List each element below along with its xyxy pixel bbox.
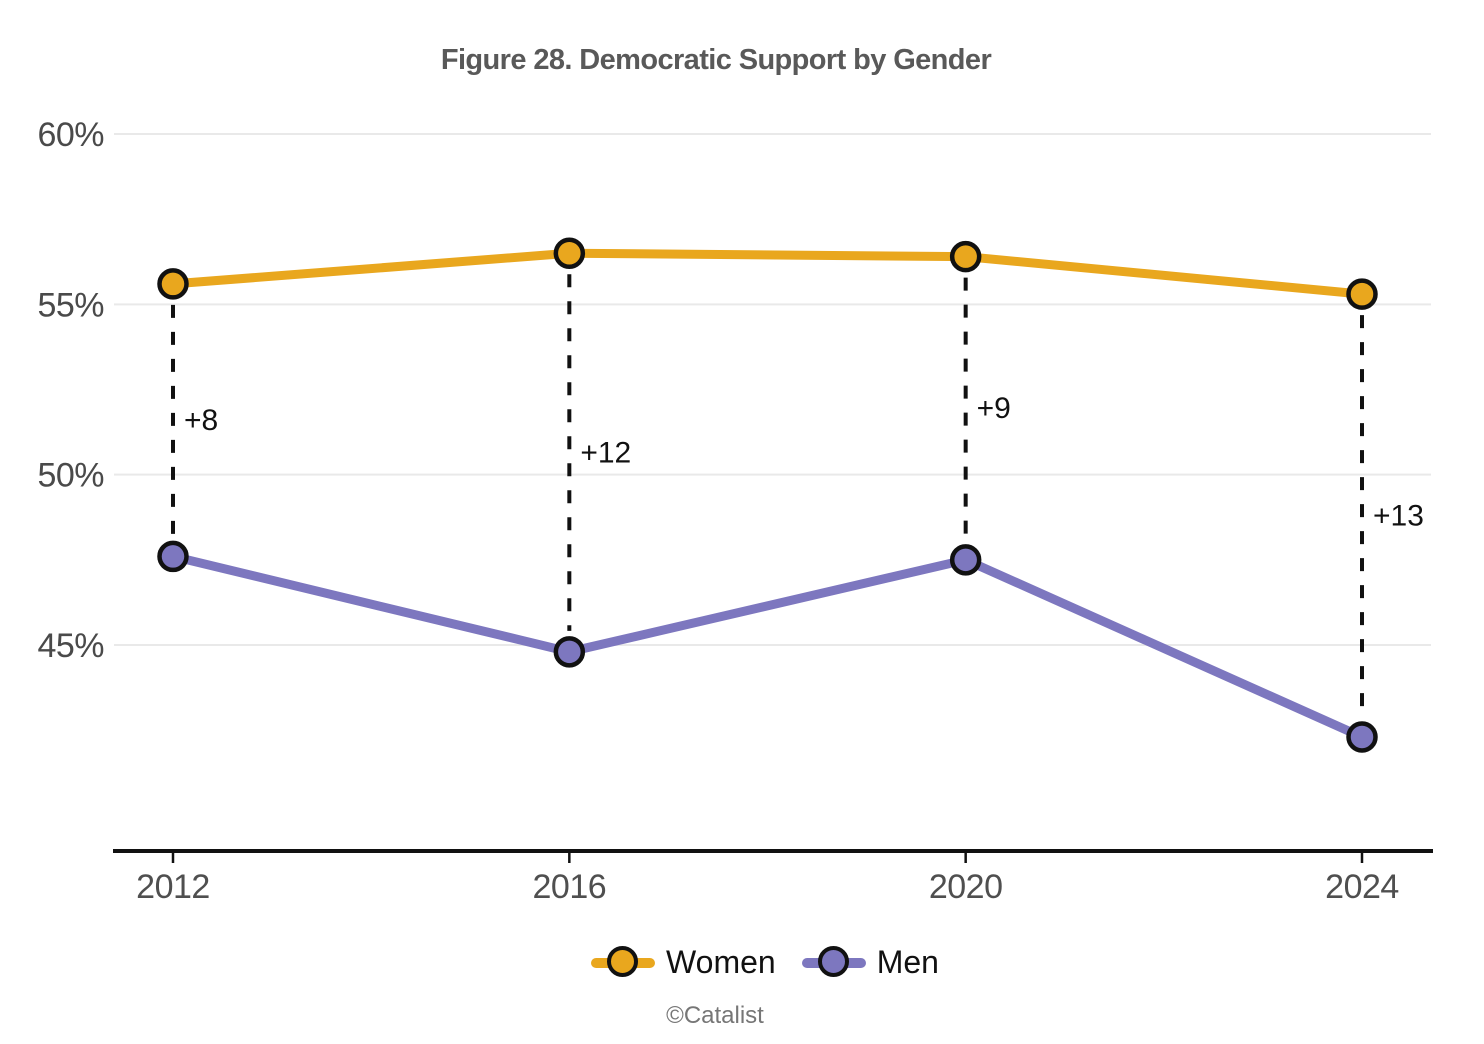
legend-label-men: Men [876, 944, 939, 980]
y-tick-label: 50% [37, 457, 104, 495]
gap-label-2020: +9 [977, 392, 1011, 425]
series-line-women [168, 248, 1367, 299]
copyright-note: ©Catalist [666, 1002, 764, 1029]
gap-label-2024: +13 [1373, 500, 1424, 533]
gap-label-2016: +12 [580, 437, 631, 470]
women-series-marker-icon [591, 946, 656, 979]
gap-label-2012: +8 [184, 404, 218, 437]
point-men-2012 [157, 540, 189, 573]
x-tick-label: 2012 [136, 868, 210, 906]
x-tick-label: 2020 [929, 868, 1003, 906]
men-series-marker-icon [801, 946, 866, 979]
women-dot-swatch [607, 946, 639, 977]
point-men-2020 [949, 544, 982, 576]
chart-legend: Women Men [23, 946, 1484, 979]
point-men-2024 [1346, 721, 1378, 753]
y-tick-label: 55% [37, 286, 104, 324]
point-men-2016 [553, 636, 586, 668]
x-tick-label: 2016 [533, 868, 607, 906]
y-tick-label: 45% [37, 627, 104, 665]
point-women-2012 [157, 268, 189, 300]
legend-item-women: Women [591, 946, 776, 979]
x-tick-label: 2024 [1325, 868, 1399, 906]
series-line-men [168, 551, 1367, 742]
men-dot-swatch [817, 946, 849, 977]
point-women-2024 [1346, 278, 1378, 310]
legend-item-men: Men [801, 944, 939, 980]
point-women-2020 [949, 240, 982, 273]
point-women-2016 [553, 237, 586, 269]
y-tick-label: 60% [37, 116, 104, 154]
legend-label-women: Women [666, 944, 776, 980]
chart-title: Figure 28. Democratic Support by Gender [440, 44, 992, 76]
